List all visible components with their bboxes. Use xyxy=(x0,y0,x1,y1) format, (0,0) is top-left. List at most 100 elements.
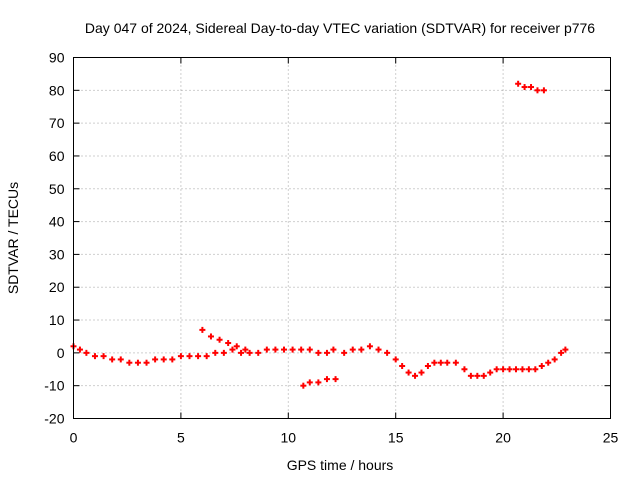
data-points xyxy=(70,80,569,389)
data-point xyxy=(298,346,305,353)
tick-labels: 0 5 10 15 20 25 -20 -10 0 10 20 30 40 50 60 70 80 90 xyxy=(44,50,618,446)
data-point xyxy=(515,80,522,87)
data-point xyxy=(238,349,245,356)
data-point xyxy=(461,366,468,373)
x-axis-label: GPS time / hours xyxy=(287,457,394,473)
y-axis-label: SDTVAR / TECUs xyxy=(5,182,21,294)
data-point xyxy=(91,353,98,360)
data-point xyxy=(272,346,279,353)
data-point xyxy=(444,359,451,366)
data-point xyxy=(521,84,528,91)
chart-title: Day 047 of 2024, Sidereal Day-to-day VTE… xyxy=(85,20,595,36)
data-point xyxy=(177,353,184,360)
data-point xyxy=(538,362,545,369)
data-point xyxy=(474,372,481,379)
data-point xyxy=(375,346,382,353)
data-point xyxy=(76,346,83,353)
x-tick-label: 15 xyxy=(388,430,404,446)
data-point xyxy=(100,353,107,360)
data-point xyxy=(212,349,219,356)
data-point xyxy=(412,372,419,379)
data-point xyxy=(512,366,519,373)
data-point xyxy=(431,359,438,366)
data-point xyxy=(528,84,535,91)
data-point xyxy=(330,346,337,353)
data-point xyxy=(169,356,176,363)
data-point xyxy=(109,356,116,363)
x-tick-label: 5 xyxy=(177,430,185,446)
plot-frame xyxy=(73,57,611,419)
data-point xyxy=(289,346,296,353)
data-point xyxy=(519,366,526,373)
data-point xyxy=(126,359,133,366)
data-point xyxy=(506,366,513,373)
data-point xyxy=(315,349,322,356)
data-point xyxy=(500,366,507,373)
y-tick-label: 60 xyxy=(49,148,65,164)
data-point xyxy=(143,359,150,366)
data-point xyxy=(216,336,223,343)
data-point xyxy=(207,333,214,340)
grid-lines xyxy=(73,57,611,419)
data-point xyxy=(225,340,232,347)
data-point xyxy=(220,349,227,356)
y-tick-label: 20 xyxy=(49,279,65,295)
data-point xyxy=(545,359,552,366)
data-point xyxy=(341,349,348,356)
data-point xyxy=(323,349,330,356)
data-point xyxy=(233,343,240,350)
y-tick-label: 70 xyxy=(49,115,65,131)
y-tick-label: -20 xyxy=(44,411,64,427)
data-point xyxy=(332,376,339,383)
data-point xyxy=(532,366,539,373)
data-point xyxy=(437,359,444,366)
y-tick-label: 40 xyxy=(49,214,65,230)
y-tick-label: 90 xyxy=(49,50,65,66)
data-point xyxy=(246,349,253,356)
data-point xyxy=(358,346,365,353)
data-point xyxy=(281,346,288,353)
data-point xyxy=(242,346,249,353)
x-tick-label: 10 xyxy=(281,430,297,446)
y-tick-label: 50 xyxy=(49,181,65,197)
data-point xyxy=(540,87,547,94)
data-point xyxy=(306,346,313,353)
data-point xyxy=(229,346,236,353)
data-point xyxy=(349,346,356,353)
data-point xyxy=(255,349,262,356)
data-point xyxy=(525,366,532,373)
data-point xyxy=(558,349,565,356)
data-point xyxy=(534,87,541,94)
y-tick-label: -10 xyxy=(44,378,64,394)
data-point xyxy=(452,359,459,366)
data-point xyxy=(366,343,373,350)
x-tick-label: 0 xyxy=(70,430,78,446)
data-point xyxy=(195,353,202,360)
data-point xyxy=(480,372,487,379)
data-point xyxy=(160,356,167,363)
y-tick-label: 80 xyxy=(49,82,65,98)
data-point xyxy=(306,379,313,386)
data-point xyxy=(134,359,141,366)
data-point xyxy=(323,376,330,383)
x-tick-label: 20 xyxy=(495,430,511,446)
data-point xyxy=(83,349,90,356)
y-tick-label: 10 xyxy=(49,312,65,328)
data-point xyxy=(186,353,193,360)
y-tick-label: 0 xyxy=(57,345,65,361)
y-tick-label: 30 xyxy=(49,246,65,262)
data-point xyxy=(203,353,210,360)
data-point xyxy=(493,366,500,373)
data-point xyxy=(152,356,159,363)
data-point xyxy=(399,362,406,369)
x-tick-label: 25 xyxy=(603,430,619,446)
data-point xyxy=(418,369,425,376)
data-point xyxy=(263,346,270,353)
data-point xyxy=(117,356,124,363)
axis-ticks xyxy=(73,57,611,419)
data-point xyxy=(392,356,399,363)
data-point xyxy=(562,346,569,353)
data-point xyxy=(424,362,431,369)
data-point xyxy=(487,369,494,376)
